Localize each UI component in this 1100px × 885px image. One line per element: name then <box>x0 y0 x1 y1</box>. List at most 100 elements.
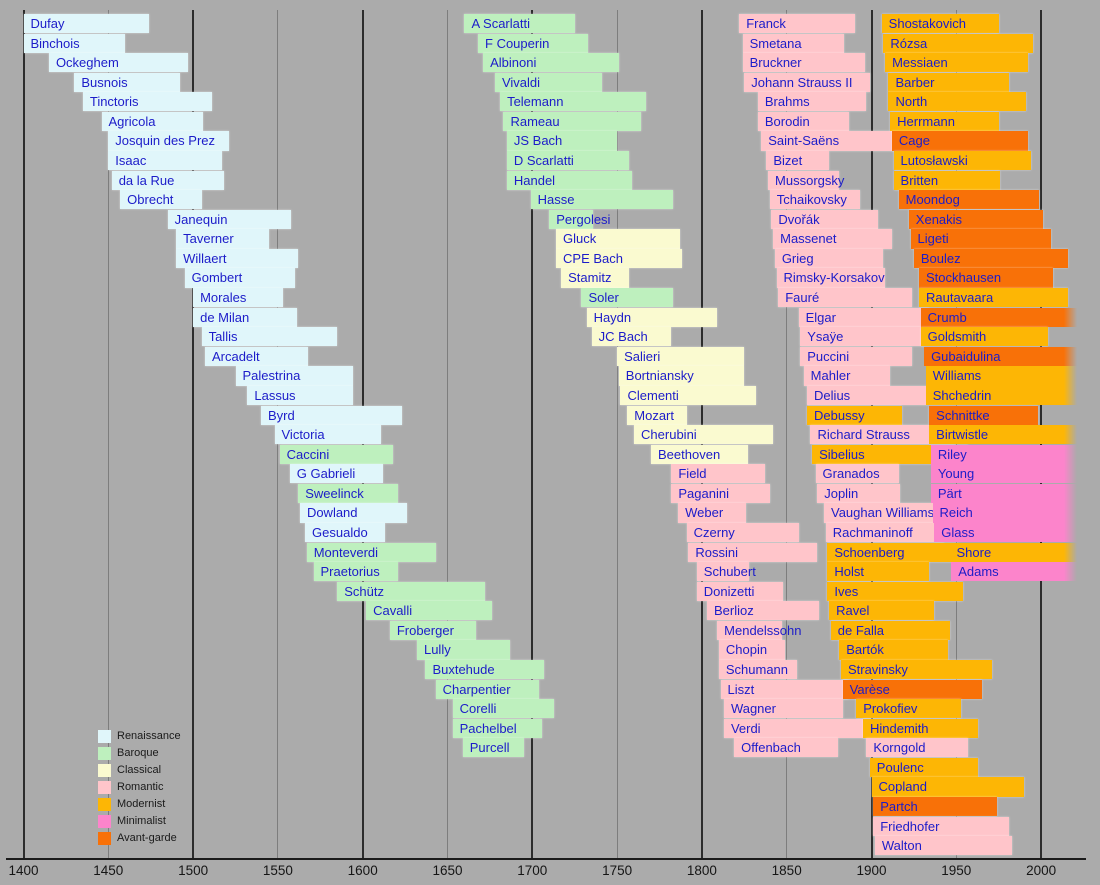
composer-label: Franck <box>746 16 786 31</box>
composer-label: Williams <box>932 368 982 384</box>
composer-bar: Soler <box>581 288 674 308</box>
composer-bar: Wagner <box>723 699 843 719</box>
composer-bar: Adams <box>951 562 1077 582</box>
composer-label: Purcell <box>469 740 510 756</box>
axis-tick-label: 1850 <box>771 863 802 878</box>
composer-label: Puccini <box>807 348 850 364</box>
legend-swatch-avant-garde <box>98 832 111 845</box>
composer-bar: Schnittke <box>929 405 1038 425</box>
composer-label: Soler <box>588 290 619 306</box>
composer-bar: Debussy <box>807 405 903 425</box>
composer-label: Crumb <box>927 309 967 325</box>
composer-bar: Morales <box>193 288 283 308</box>
axis-tick-label: 1550 <box>262 863 293 878</box>
composer-bar: Franck <box>739 14 855 34</box>
composer-label: Shostakovich <box>888 16 966 31</box>
legend-swatch-renaissance <box>98 730 111 743</box>
composer-label: Walton <box>881 838 922 854</box>
composer-label: Smetana <box>749 35 802 51</box>
composer-label: Corelli <box>459 701 497 717</box>
composer-bar: Williams <box>925 366 1077 386</box>
composer-bar: Dvořák <box>771 209 879 229</box>
composer-label: Debussy <box>814 407 865 423</box>
composer-bar: Pergolesi <box>549 209 610 229</box>
composer-label: F Couperin <box>485 35 550 51</box>
composer-bar: Poulenc <box>869 757 979 778</box>
composer-label: JS Bach <box>513 133 563 149</box>
composer-label: Stamitz <box>568 270 612 286</box>
gridline-1700 <box>531 10 534 858</box>
composer-bar: JC Bach <box>591 327 672 347</box>
composer-label: Monteverdi <box>313 544 379 560</box>
composer-bar: Ligeti <box>910 229 1052 249</box>
composer-bar: Lutosławski <box>893 151 1031 171</box>
composer-bar: JS Bach <box>506 131 618 151</box>
composer-label: Holst <box>834 564 865 580</box>
composer-bar: Cavalli <box>366 601 492 621</box>
composer-bar: Stravinsky <box>840 659 992 680</box>
composer-label: Obrecht <box>127 192 174 208</box>
legend-label: Modernist <box>117 798 166 810</box>
composer-bar: Herrmann <box>890 111 999 132</box>
composer-label: Victoria <box>281 427 325 443</box>
composer-label: Granados <box>822 466 880 482</box>
composer-bar: Hindemith <box>863 718 979 738</box>
composer-label: Partch <box>880 799 918 814</box>
legend-label: Minimalist <box>117 815 166 827</box>
composer-label: Salieri <box>624 348 661 364</box>
composer-bar: Lully <box>416 640 511 660</box>
composer-bar: Buxtehude <box>425 659 545 680</box>
legend-swatch-romantic <box>98 781 111 794</box>
gridline-1500 <box>192 10 195 858</box>
composer-bar: North <box>888 92 1026 112</box>
composer-label: CPE Bach <box>563 250 624 266</box>
composer-label: Lully <box>423 642 451 658</box>
composer-bar: Gluck <box>556 229 680 249</box>
composer-bar: Byrd <box>260 405 402 425</box>
composer-label: Tinctoris <box>89 94 139 110</box>
x-axis-line <box>6 857 1086 860</box>
composer-bar: Xenakis <box>908 209 1043 229</box>
composer-bar: Monteverdi <box>306 542 436 562</box>
composer-label: Barber <box>895 74 935 90</box>
composer-bar: Gesualdo <box>305 522 385 543</box>
gridline-1750 <box>616 10 618 858</box>
composer-bar: Purcell <box>462 738 524 758</box>
legend-label: Baroque <box>117 747 159 759</box>
composer-label: Borodin <box>764 113 810 129</box>
composer-label: A Scarlatti <box>471 16 530 31</box>
composer-bar: Prokofiev <box>856 699 962 719</box>
composer-label: Morales <box>200 290 247 306</box>
composer-label: Grieg <box>781 250 814 266</box>
composer-bar: Schütz <box>337 581 485 601</box>
composer-bar: Young <box>930 464 1077 484</box>
composer-label: Bizet <box>773 153 803 169</box>
composer-bar: Grieg <box>774 248 884 269</box>
composer-bar: Telemann <box>500 92 646 112</box>
composer-label: Goldsmith <box>927 329 987 345</box>
composer-bar: Obrecht <box>120 190 202 210</box>
composer-label: Sweelinck <box>305 485 364 501</box>
composer-label: JC Bach <box>598 329 648 345</box>
composer-bar: Praetorius <box>313 562 399 582</box>
composer-bar: Agricola <box>101 111 204 132</box>
composer-bar: Liszt <box>720 679 848 699</box>
composer-label: Dowland <box>306 505 358 521</box>
composer-bar: Cherubini <box>634 425 774 445</box>
composer-label: G Gabrieli <box>296 466 356 482</box>
composer-bar: Victoria <box>274 425 382 445</box>
composer-label: Liszt <box>727 681 755 697</box>
composer-label: Caccini <box>286 446 330 462</box>
composer-bar: Fauré <box>778 288 913 308</box>
composer-bar: Weber <box>678 503 746 523</box>
legend-label: Avant-garde <box>117 832 177 844</box>
composer-label: Arcadelt <box>211 348 260 364</box>
composer-bar: Reich <box>932 503 1077 523</box>
composer-bar: Britten <box>893 170 1001 190</box>
composer-label: Young <box>937 466 975 482</box>
composer-bar: Borodin <box>757 111 850 132</box>
composer-label: D Scarlatti <box>513 153 574 169</box>
composer-label: de Falla <box>837 622 885 638</box>
composer-bar: de Falla <box>830 620 950 640</box>
legend-label: Renaissance <box>117 730 181 742</box>
